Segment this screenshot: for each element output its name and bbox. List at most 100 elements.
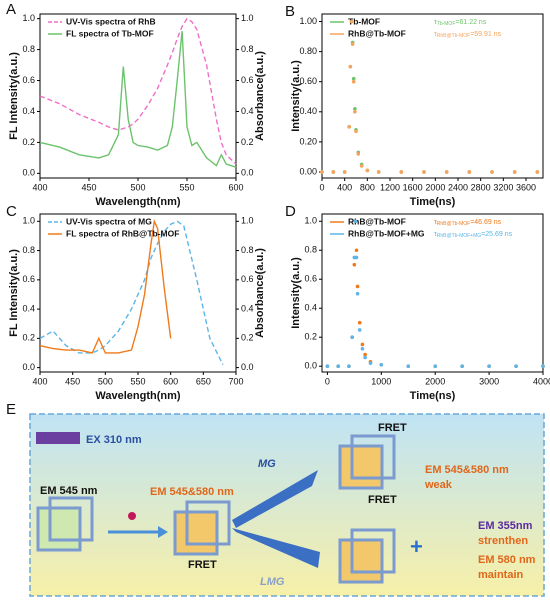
- data-point: [444, 170, 449, 174]
- x-axis-label: Wavelength(nm): [95, 196, 180, 208]
- cube: [173, 500, 231, 556]
- data-point: [350, 42, 355, 46]
- lmg-label: LMG: [260, 576, 285, 588]
- data-point: [353, 219, 358, 224]
- x-tick-label: 3600: [516, 182, 536, 192]
- data-point: [355, 291, 360, 296]
- y2-tick-label: 0.4: [241, 106, 254, 116]
- x-tick-label: 2800: [471, 182, 491, 192]
- y-tick-label: 0.2: [22, 137, 35, 147]
- result-label: EM 580 nm: [478, 554, 536, 566]
- plot-frame: [39, 13, 237, 179]
- legend-label: UV-Vis spectra of RhB: [66, 16, 156, 26]
- y-tick-label: 1.00: [299, 16, 317, 26]
- data-point: [368, 361, 373, 366]
- annotation-subscript: RhB@Tb-MOF+MG: [437, 233, 481, 239]
- y-tick-label: 0.2: [22, 333, 35, 343]
- result-label: EM 355nm: [478, 520, 533, 532]
- fret-label: FRET: [188, 559, 217, 571]
- y-tick-label: 0.6: [304, 274, 317, 284]
- y-tick-label: 1.0: [304, 216, 317, 226]
- fret-label: FRET: [378, 422, 407, 434]
- data-point: [541, 364, 545, 369]
- data-point: [422, 170, 426, 174]
- x-axis-label: Time(ns): [410, 390, 456, 402]
- data-point: [350, 335, 354, 340]
- data-point: [351, 79, 356, 84]
- panel-label: B: [285, 3, 295, 20]
- x-tick-label: 800: [360, 182, 375, 192]
- y2-tick-label: 1.0: [241, 13, 254, 23]
- data-point: [406, 364, 411, 369]
- x-tick-label: 2000: [425, 376, 445, 386]
- y-axis-label: Intensity(a.u.): [290, 257, 302, 329]
- y2-axis-label: Absorbance(a.u.): [254, 51, 266, 141]
- y-tick-label: 0.4: [22, 303, 35, 313]
- data-point: [535, 170, 540, 174]
- data-point: [352, 262, 357, 267]
- plot-frame: [321, 213, 544, 373]
- y-tick-label: 0.0: [22, 362, 35, 372]
- uv-lamp: [36, 432, 80, 444]
- em-label: EM 545&580 nm: [150, 486, 234, 498]
- fret-label: FRET: [368, 494, 397, 506]
- y-tick-label: 0.6: [22, 274, 35, 284]
- x-tick-label: 600: [228, 182, 243, 192]
- arrow-head: [158, 526, 168, 538]
- data-point: [512, 170, 517, 174]
- y-tick-label: 0.20: [299, 136, 317, 146]
- data-point: [460, 364, 464, 369]
- y2-tick-label: 0.6: [241, 75, 254, 85]
- x-tick-label: 1200: [380, 182, 400, 192]
- panel-label: C: [6, 203, 17, 220]
- plus: +: [410, 534, 423, 559]
- data-point: [487, 364, 491, 369]
- panel-label: E: [6, 401, 16, 418]
- y-tick-label: 0.80: [299, 46, 317, 56]
- y-tick-label: 0.0: [22, 168, 35, 178]
- data-point: [331, 170, 336, 174]
- data-point: [351, 76, 356, 81]
- data-point: [354, 129, 358, 134]
- x-tick-label: 400: [32, 182, 47, 192]
- x-tick-label: 600: [163, 376, 178, 386]
- x-tick-label: 450: [65, 376, 80, 386]
- y-tick-label: 0.8: [304, 245, 317, 255]
- data-point: [355, 284, 360, 289]
- data-point: [490, 170, 494, 174]
- annotation-text: =59.91 ns: [470, 31, 501, 38]
- x-tick-label: 400: [32, 376, 47, 386]
- diagram: EX 310 nm EM 545 nm EM 545&580 nm FRET M…: [29, 413, 545, 597]
- x-tick-label: 0: [325, 376, 330, 386]
- legend-label: RhB@Tb-MOF: [348, 28, 406, 38]
- data-point: [356, 152, 361, 156]
- x-tick-label: 550: [130, 376, 145, 386]
- data-point: [347, 364, 351, 369]
- x-tick-label: 550: [179, 182, 194, 192]
- x-tick-label: 700: [228, 376, 243, 386]
- y-tick-label: 0.4: [22, 106, 35, 116]
- annotation-text: =61.22 ns: [455, 19, 486, 26]
- annotation-subscript: RhB@Tb-MOF: [437, 221, 470, 227]
- result-label: strenthen: [478, 535, 528, 547]
- annotation: τTb-MOF=61.22 ns: [434, 19, 487, 27]
- x-tick-label: 2000: [425, 182, 445, 192]
- x-tick-label: 2400: [448, 182, 468, 192]
- annotation-text: =25.69 ns: [481, 231, 512, 238]
- diagram-frame: [29, 413, 545, 597]
- x-tick-label: 0: [319, 182, 324, 192]
- x-tick-label: 3200: [493, 182, 513, 192]
- y-tick-label: 0.4: [304, 303, 317, 313]
- series-line: [39, 17, 237, 165]
- cube: [36, 496, 94, 552]
- x-tick-label: 500: [98, 376, 113, 386]
- x-tick-label: 650: [196, 376, 211, 386]
- y-tick-label: 0.8: [22, 44, 35, 54]
- data-point: [342, 170, 347, 174]
- y2-tick-label: 0.0: [241, 362, 254, 372]
- y-tick-label: 1.0: [22, 216, 35, 226]
- panel-label: A: [6, 1, 16, 18]
- data-point: [363, 352, 367, 357]
- data-point: [433, 364, 437, 369]
- plot-frame: [321, 13, 544, 179]
